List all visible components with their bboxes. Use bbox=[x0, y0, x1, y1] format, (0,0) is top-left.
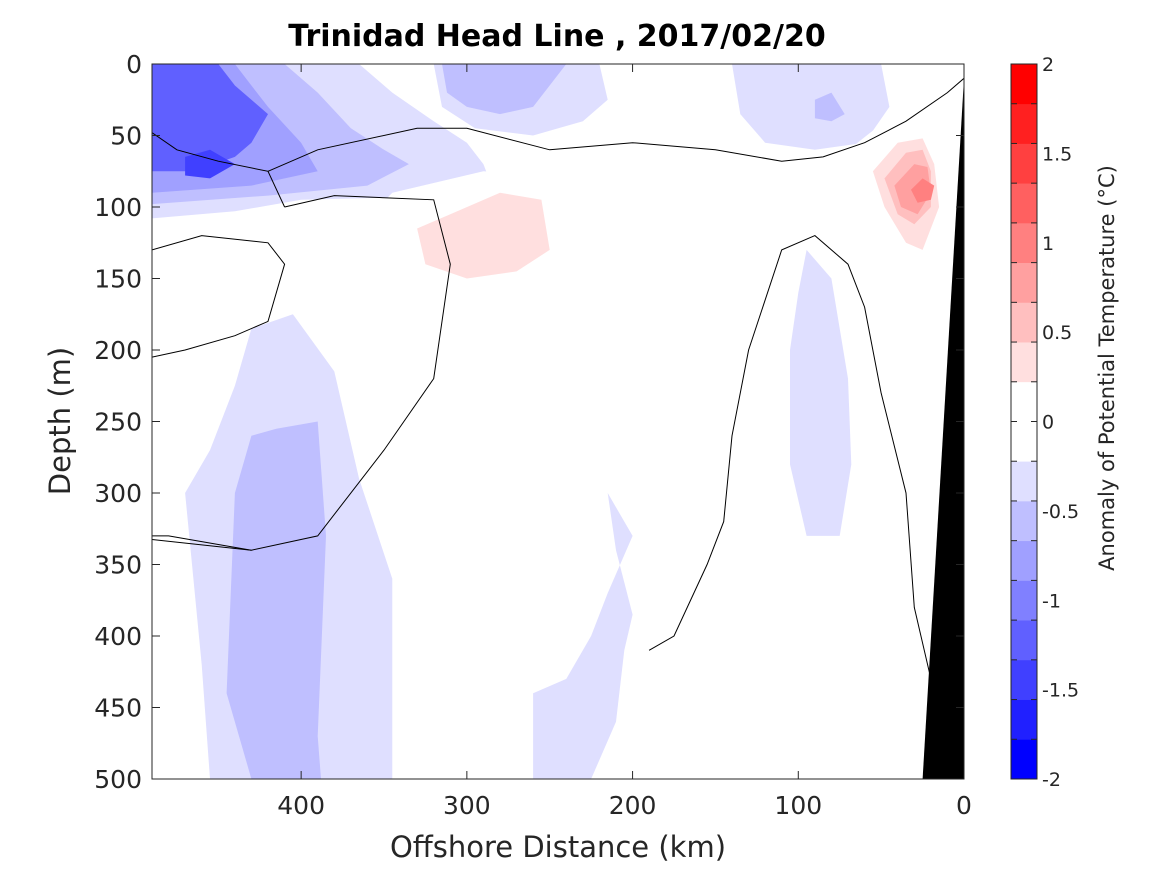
anomaly-region-17 bbox=[176, 257, 199, 279]
colorbar-bin bbox=[1011, 342, 1037, 383]
colorbar-bin bbox=[1011, 143, 1037, 184]
y-tick-label: 50 bbox=[110, 122, 142, 151]
zero-contour-3 bbox=[152, 195, 451, 551]
anomaly-region-3 bbox=[152, 64, 268, 172]
anomaly-region-4 bbox=[185, 149, 235, 179]
x-tick-label: 300 bbox=[443, 791, 491, 820]
seafloor-bathymetry bbox=[922, 78, 964, 780]
colorbar-bin bbox=[1011, 183, 1037, 224]
zero-contour-1 bbox=[152, 132, 286, 208]
x-axis-ticks: 400 300 200 100 0 bbox=[277, 64, 972, 820]
x-axis-label: Offshore Distance (km) bbox=[390, 830, 726, 864]
anomaly-field bbox=[152, 64, 956, 779]
y-tick-label: 300 bbox=[94, 479, 142, 508]
colorbar-label: Anomaly of Potential Temperature (°C) bbox=[1095, 165, 1119, 571]
colorbar-bin bbox=[1011, 64, 1037, 105]
y-tick-label: 450 bbox=[94, 694, 142, 723]
y-tick-label: 400 bbox=[94, 622, 142, 651]
x-tick-label: 200 bbox=[609, 791, 657, 820]
colorbar-tick-label: -0.5 bbox=[1042, 501, 1079, 523]
x-tick-label: 400 bbox=[277, 791, 325, 820]
zero-contour-2 bbox=[267, 77, 964, 172]
colorbar-bin bbox=[1011, 461, 1037, 502]
anomaly-region-23 bbox=[911, 178, 935, 203]
colorbar-bin bbox=[1011, 421, 1037, 462]
y-tick-label: 0 bbox=[126, 50, 142, 79]
anomaly-region-16 bbox=[292, 204, 335, 229]
colorbar-bin bbox=[1011, 500, 1037, 542]
anomaly-region-6 bbox=[442, 64, 567, 115]
y-tick-label: 350 bbox=[94, 551, 142, 580]
colorbar-tick-label: 1 bbox=[1042, 233, 1054, 255]
y-tick-label: 250 bbox=[94, 408, 142, 437]
colorbar-bin bbox=[1011, 739, 1037, 780]
anomaly-region-15 bbox=[417, 192, 550, 279]
chart-title: Trinidad Head Line , 2017/02/20 bbox=[288, 19, 825, 54]
y-axis-ticks: 0 50 100 150 200 250 300 350 400 450 500 bbox=[94, 50, 964, 794]
colorbar-frame bbox=[1010, 63, 1038, 780]
colorbar-bin bbox=[1011, 659, 1037, 700]
x-tick-label: 0 bbox=[956, 791, 972, 820]
colorbar-bin bbox=[1011, 262, 1037, 303]
colorbar-tick-label: 0 bbox=[1042, 412, 1054, 434]
y-tick-label: 150 bbox=[94, 265, 142, 294]
y-tick-label: 200 bbox=[94, 336, 142, 365]
colorbar-tick-label: -1.5 bbox=[1042, 680, 1079, 702]
zero-contour-0 bbox=[152, 235, 286, 358]
colorbar-tick-label: 2 bbox=[1042, 54, 1054, 76]
anomaly-region-7 bbox=[732, 64, 890, 150]
y-tick-label: 500 bbox=[94, 765, 142, 794]
colorbar-tick-label: -2 bbox=[1042, 769, 1061, 791]
y-tick-label: 100 bbox=[94, 193, 142, 222]
colorbar-bin bbox=[1011, 620, 1037, 661]
y-axis-label: Depth (m) bbox=[43, 347, 77, 495]
anomaly-region-11 bbox=[533, 493, 633, 779]
zero-contour-4 bbox=[152, 535, 252, 551]
zero-contour-5 bbox=[0, 493, 69, 522]
colorbar-tick-label: 0.5 bbox=[1042, 322, 1072, 344]
anomaly-region-8 bbox=[814, 92, 845, 122]
colorbar-tick-label: -1 bbox=[1042, 590, 1061, 612]
colorbar-bin bbox=[1011, 540, 1037, 581]
zero-contours bbox=[0, 77, 964, 779]
colorbar-tick-label: 1.5 bbox=[1042, 143, 1072, 165]
colorbar-bin bbox=[1011, 580, 1037, 621]
colorbar-bin bbox=[1011, 222, 1037, 264]
zero-contour-6 bbox=[648, 235, 964, 779]
colorbar-bin bbox=[1011, 302, 1037, 343]
anomaly-region-10 bbox=[226, 421, 326, 779]
colorbar-bin bbox=[1011, 699, 1037, 740]
colorbar: 2 1.5 1 0.5 0 -0.5 -1 -1.5 -2 bbox=[1010, 54, 1079, 791]
colorbar-bin bbox=[1011, 381, 1037, 422]
x-tick-label: 100 bbox=[774, 791, 822, 820]
colorbar-bin bbox=[1011, 103, 1037, 144]
anomaly-region-12 bbox=[790, 249, 852, 536]
